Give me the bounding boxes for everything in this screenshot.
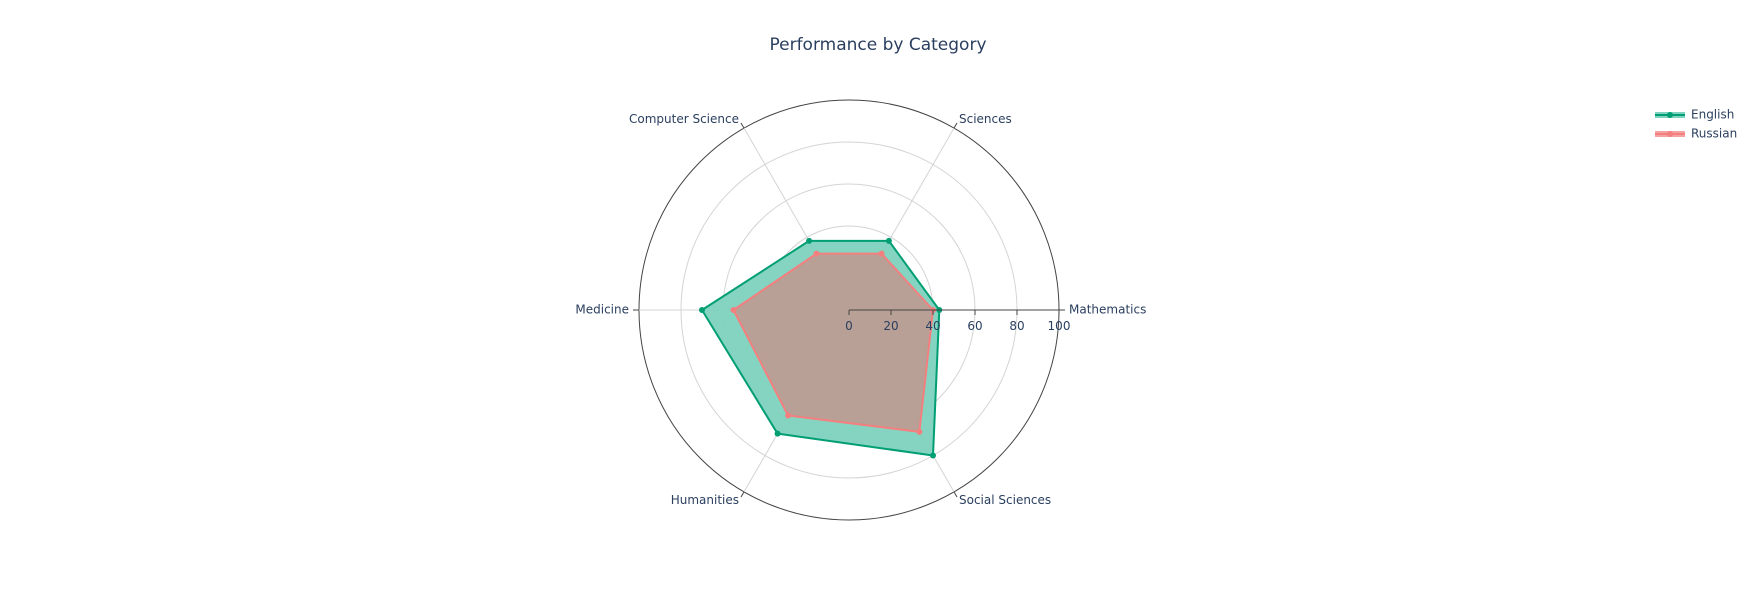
legend-marker (1667, 131, 1673, 137)
angular-tick (953, 491, 958, 498)
category-label: Sciences (959, 112, 1012, 126)
radial-tick-label: 80 (1009, 319, 1024, 333)
category-label: Computer Science (629, 112, 739, 126)
angular-tick (740, 491, 745, 498)
radial-axis: 0 20 40 60 80 100 (845, 309, 1071, 333)
category-label: Social Sciences (959, 493, 1051, 507)
legend-marker (1667, 112, 1673, 118)
angular-tick (740, 122, 745, 129)
series-russian (730, 250, 936, 435)
series-area (733, 253, 933, 432)
chart-title: Performance by Category (769, 35, 986, 55)
legend-label: Russian (1691, 127, 1737, 141)
angular-tick (953, 122, 958, 129)
data-point[interactable] (785, 412, 792, 419)
category-labels: Mathematics Sciences Computer Science Medic… (575, 112, 1146, 507)
data-point[interactable] (806, 237, 813, 244)
data-point[interactable] (930, 452, 936, 459)
data-point[interactable] (730, 307, 737, 313)
legend-item[interactable]: English (1655, 108, 1734, 122)
radial-tick-label: 60 (967, 319, 982, 333)
category-label: Humanities (671, 493, 739, 507)
radial-tick-label: 20 (883, 319, 898, 333)
radar-series (699, 237, 943, 459)
category-label: Medicine (575, 303, 629, 317)
legend-item[interactable]: Russian (1655, 127, 1737, 141)
data-point[interactable] (699, 307, 705, 313)
data-point[interactable] (878, 250, 885, 257)
data-point[interactable] (774, 430, 781, 437)
radial-tick-label: 0 (845, 319, 853, 333)
data-point[interactable] (813, 250, 820, 257)
radial-tick-label: 100 (1048, 319, 1071, 333)
data-point[interactable] (916, 428, 923, 435)
data-point[interactable] (885, 237, 892, 244)
legend-label: English (1691, 108, 1734, 122)
radial-tick-label: 40 (925, 319, 940, 333)
legend[interactable]: English Russian (1655, 108, 1737, 141)
category-label: Mathematics (1069, 303, 1146, 317)
